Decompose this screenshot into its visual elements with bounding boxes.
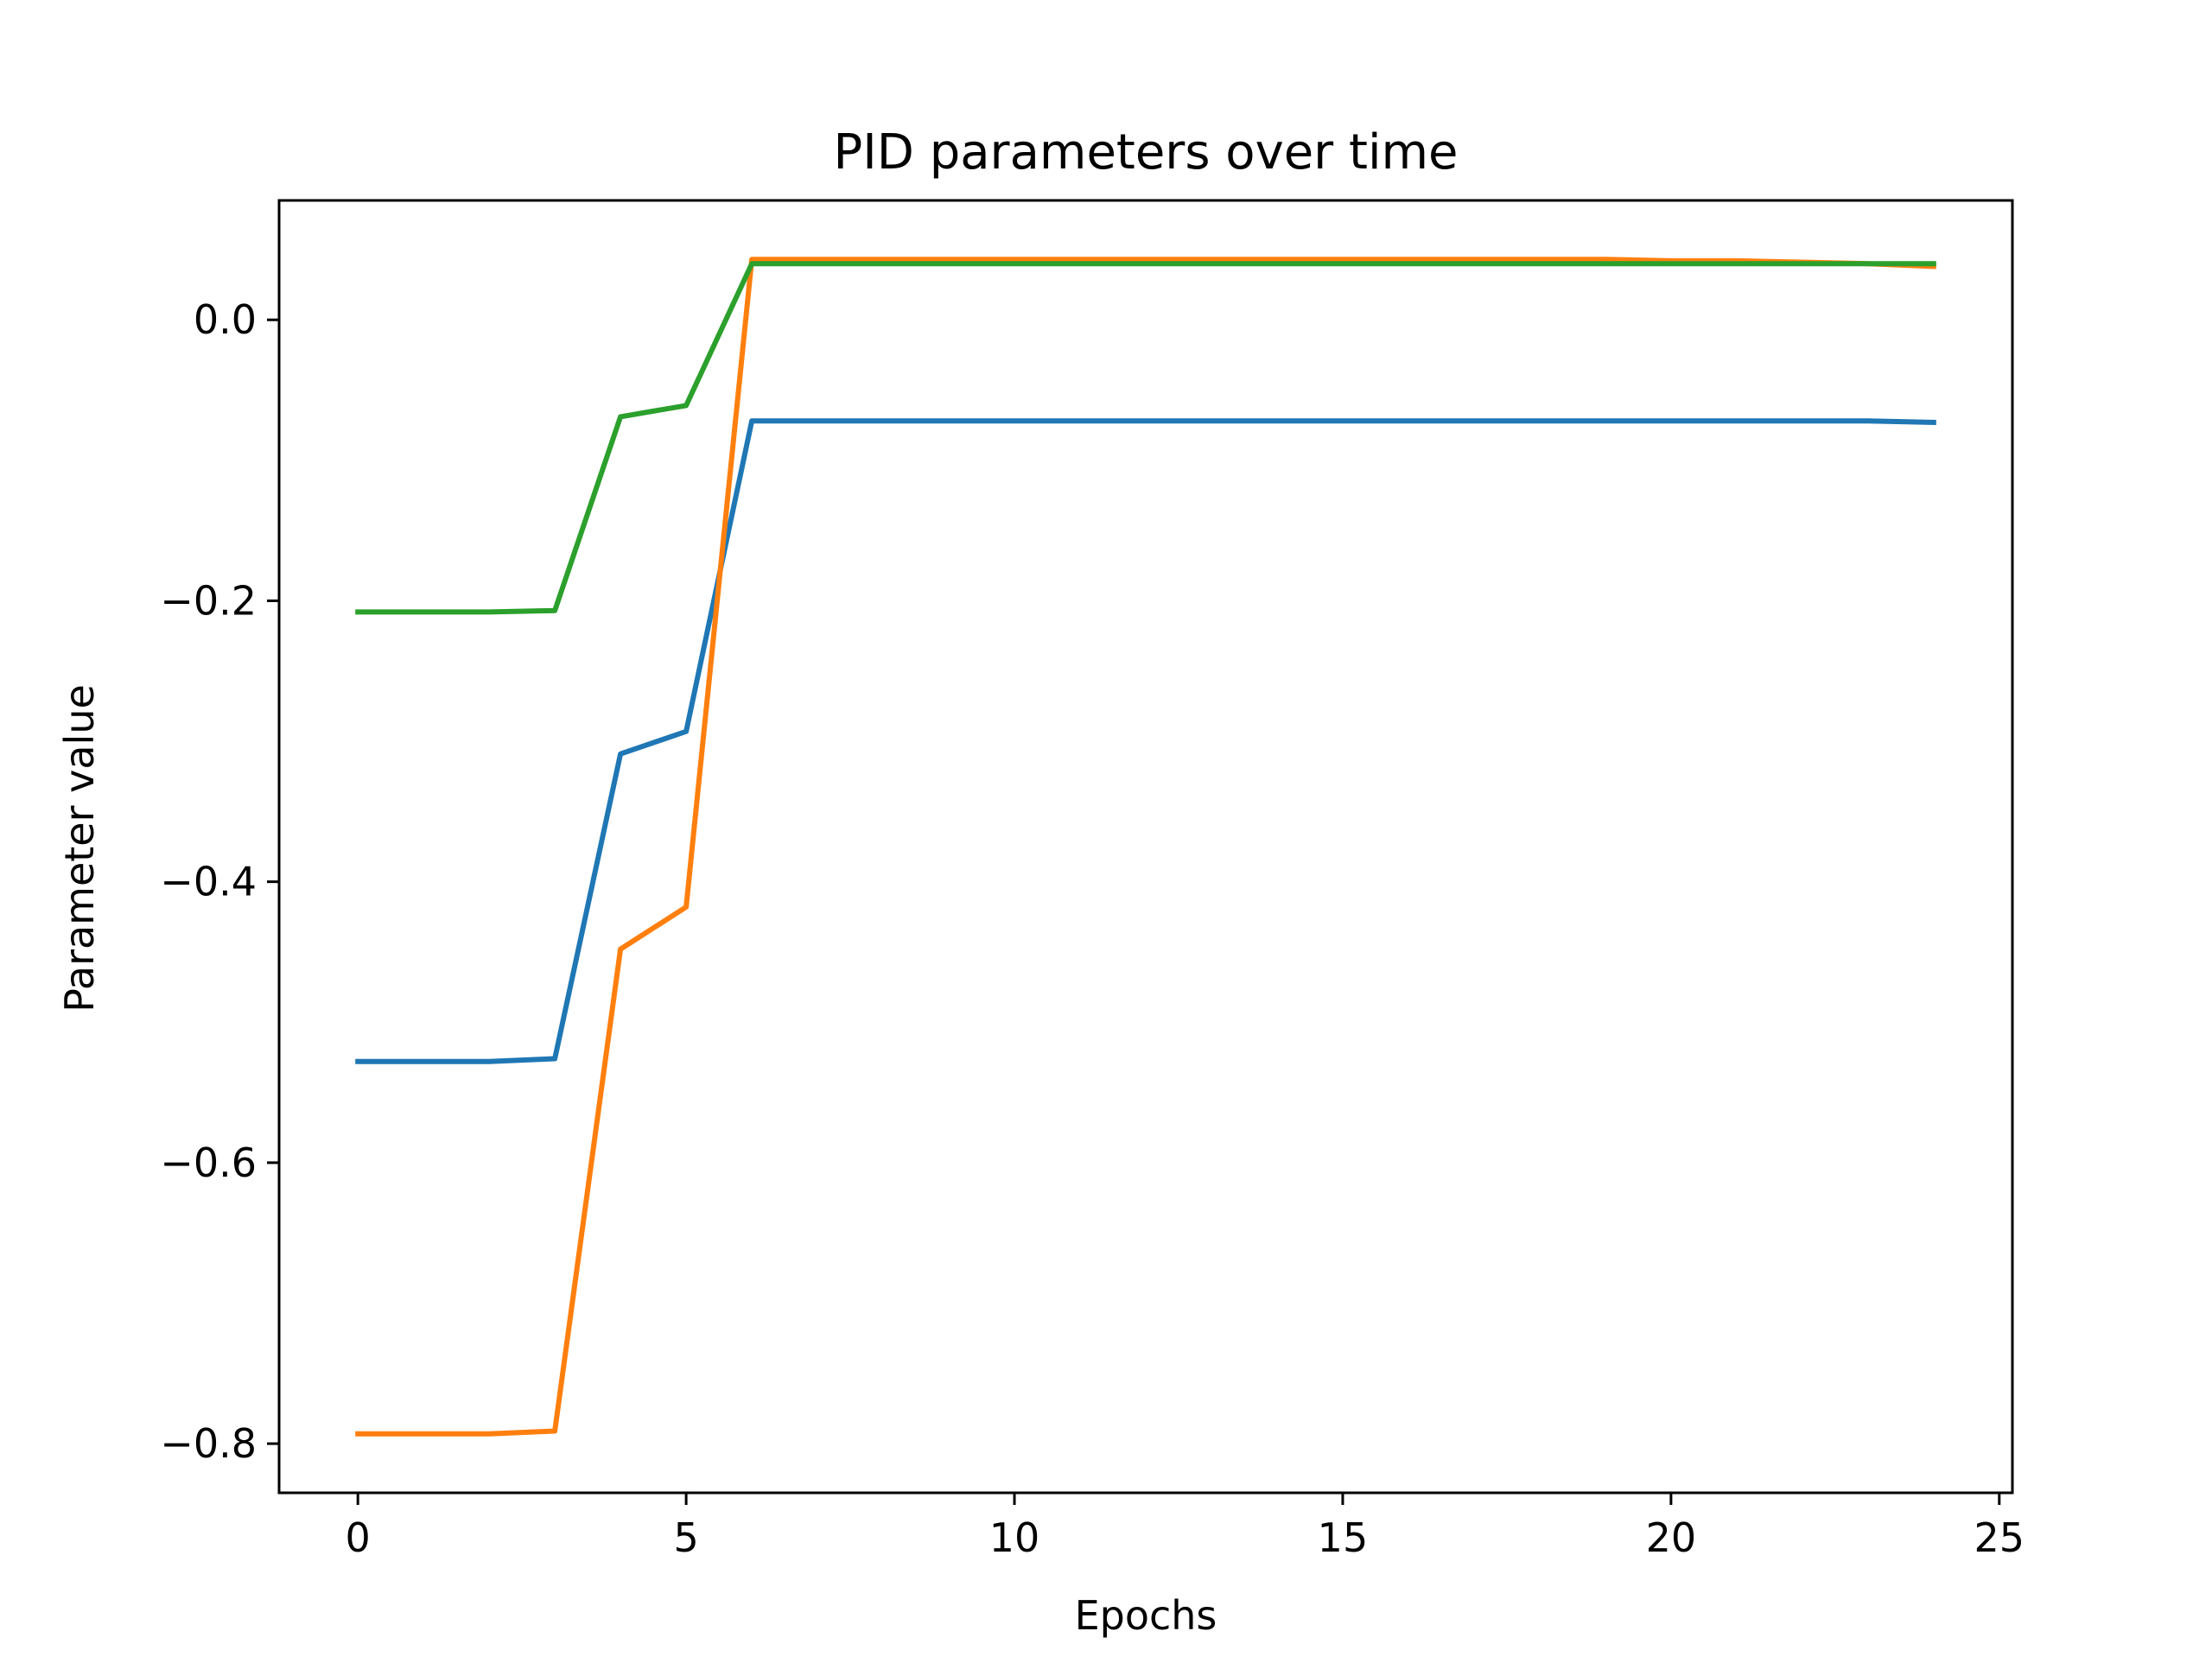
x-tick-label: 15 <box>1318 1514 1369 1561</box>
series-line-1 <box>355 418 1936 1064</box>
x-tick-label: 5 <box>673 1514 698 1561</box>
plot-frame <box>277 199 2014 1495</box>
series-line-2 <box>355 257 1936 1437</box>
chart-title: PID parameters over time <box>833 124 1458 181</box>
y-tick-label: −0.8 <box>160 1420 257 1467</box>
y-tick-label: −0.4 <box>160 859 257 905</box>
x-tick-label: 10 <box>989 1514 1040 1561</box>
x-axis-label: Epochs <box>1075 1592 1217 1639</box>
y-axis-label: Parameter value <box>56 684 103 1012</box>
y-tick-label: −0.2 <box>160 577 257 624</box>
x-tick-label: 20 <box>1646 1514 1697 1561</box>
x-tick-label: 0 <box>346 1514 371 1561</box>
y-tick-label: 0.0 <box>194 296 257 343</box>
x-tick-label: 25 <box>1974 1514 2025 1561</box>
series-line-3 <box>355 261 1936 615</box>
y-tick-label: −0.6 <box>160 1139 257 1186</box>
